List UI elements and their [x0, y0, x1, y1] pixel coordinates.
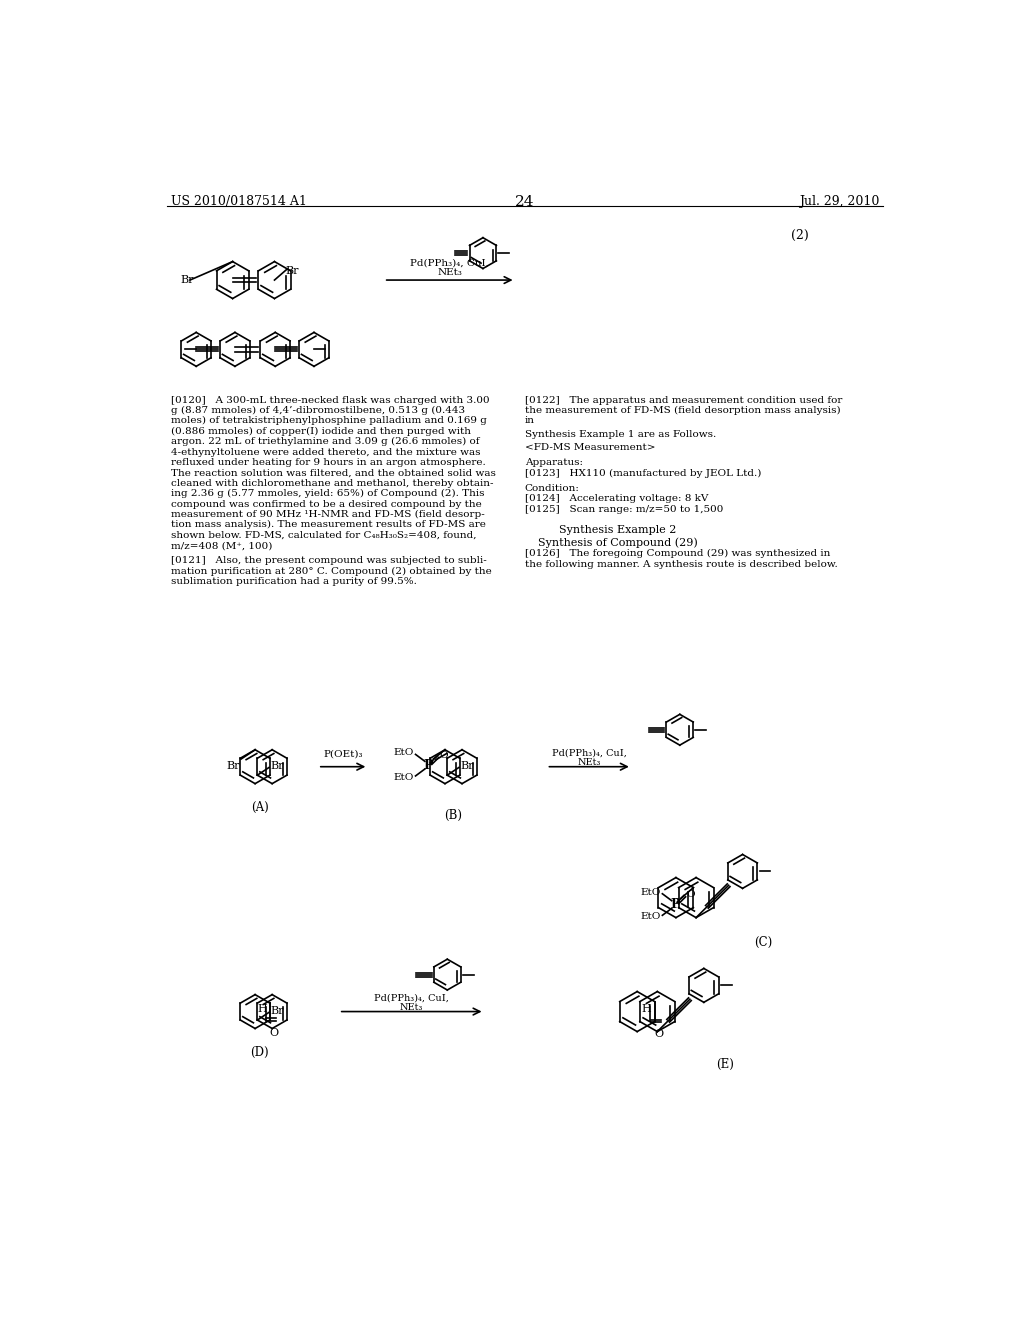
- Text: (C): (C): [755, 936, 773, 949]
- Text: NEt₃: NEt₃: [578, 758, 601, 767]
- Text: Br: Br: [180, 275, 194, 285]
- Text: (0.886 mmoles) of copper(I) iodide and then purged with: (0.886 mmoles) of copper(I) iodide and t…: [171, 426, 471, 436]
- Text: H: H: [642, 1005, 651, 1014]
- Text: in: in: [524, 416, 535, 425]
- Text: cleaned with dichloromethane and methanol, thereby obtain-: cleaned with dichloromethane and methano…: [171, 479, 494, 487]
- Text: Br: Br: [461, 760, 474, 771]
- Text: O: O: [269, 1028, 279, 1038]
- Text: ing 2.36 g (5.77 mmoles, yield: 65%) of Compound (2). This: ing 2.36 g (5.77 mmoles, yield: 65%) of …: [171, 490, 484, 498]
- Text: O: O: [654, 1030, 664, 1039]
- Text: [0123]   HX110 (manufactured by JEOL Ltd.): [0123] HX110 (manufactured by JEOL Ltd.): [524, 469, 761, 478]
- Text: Synthesis of Compound (29): Synthesis of Compound (29): [538, 537, 697, 548]
- Text: P: P: [670, 898, 680, 911]
- Text: Pd(PPh₃)₄, CuI,: Pd(PPh₃)₄, CuI,: [411, 259, 489, 268]
- Text: EtO: EtO: [640, 888, 660, 896]
- Text: Br: Br: [226, 760, 240, 771]
- Text: O: O: [686, 890, 695, 899]
- Text: NEt₃: NEt₃: [400, 1003, 423, 1011]
- Text: argon. 22 mL of triethylamine and 3.09 g (26.6 mmoles) of: argon. 22 mL of triethylamine and 3.09 g…: [171, 437, 479, 446]
- Text: Br: Br: [286, 265, 299, 276]
- Text: Br: Br: [270, 1006, 284, 1016]
- Text: (B): (B): [444, 809, 463, 822]
- Text: mation purification at 280° C. Compound (2) obtained by the: mation purification at 280° C. Compound …: [171, 566, 492, 576]
- Text: <FD-MS Measurement>: <FD-MS Measurement>: [524, 444, 655, 453]
- Text: compound was confirmed to be a desired compound by the: compound was confirmed to be a desired c…: [171, 499, 481, 508]
- Text: shown below. FD-MS, calculated for C₄₈H₃₀S₂=408, found,: shown below. FD-MS, calculated for C₄₈H₃…: [171, 531, 476, 540]
- Text: Condition:: Condition:: [524, 483, 580, 492]
- Text: the following manner. A synthesis route is described below.: the following manner. A synthesis route …: [524, 560, 838, 569]
- Text: The reaction solution was filtered, and the obtained solid was: The reaction solution was filtered, and …: [171, 469, 496, 478]
- Text: (2): (2): [791, 230, 808, 243]
- Text: 4-ethynyltoluene were added thereto, and the mixture was: 4-ethynyltoluene were added thereto, and…: [171, 447, 480, 457]
- Text: moles) of tetrakistriphenylphosphine palladium and 0.169 g: moles) of tetrakistriphenylphosphine pal…: [171, 416, 486, 425]
- Text: EtO: EtO: [393, 748, 414, 758]
- Text: [0122]   The apparatus and measurement condition used for: [0122] The apparatus and measurement con…: [524, 396, 842, 404]
- Text: sublimation purification had a purity of 99.5%.: sublimation purification had a purity of…: [171, 577, 417, 586]
- Text: EtO: EtO: [393, 774, 414, 781]
- Text: (A): (A): [251, 801, 268, 814]
- Text: refluxed under heating for 9 hours in an argon atmosphere.: refluxed under heating for 9 hours in an…: [171, 458, 485, 467]
- Text: Synthesis Example 1 are as Follows.: Synthesis Example 1 are as Follows.: [524, 430, 716, 438]
- Text: O: O: [439, 751, 449, 759]
- Text: [0120]   A 300-mL three-necked flask was charged with 3.00: [0120] A 300-mL three-necked flask was c…: [171, 396, 489, 404]
- Text: [0121]   Also, the present compound was subjected to subli-: [0121] Also, the present compound was su…: [171, 556, 486, 565]
- Text: Pd(PPh₃)₄, CuI,: Pd(PPh₃)₄, CuI,: [552, 748, 627, 758]
- Text: P: P: [423, 759, 433, 772]
- Text: Pd(PPh₃)₄, CuI,: Pd(PPh₃)₄, CuI,: [374, 994, 450, 1002]
- Text: tion mass analysis). The measurement results of FD-MS are: tion mass analysis). The measurement res…: [171, 520, 485, 529]
- Text: g (8.87 mmoles) of 4,4’-dibromostilbene, 0.513 g (0.443: g (8.87 mmoles) of 4,4’-dibromostilbene,…: [171, 407, 465, 414]
- Text: measurement of 90 MHz ¹H-NMR and FD-MS (field desorp-: measurement of 90 MHz ¹H-NMR and FD-MS (…: [171, 510, 484, 519]
- Text: [0125]   Scan range: m/z=50 to 1,500: [0125] Scan range: m/z=50 to 1,500: [524, 504, 723, 513]
- Text: Synthesis Example 2: Synthesis Example 2: [559, 525, 677, 536]
- Text: (D): (D): [251, 1047, 269, 1059]
- Text: [0126]   The foregoing Compound (29) was synthesized in: [0126] The foregoing Compound (29) was s…: [524, 549, 830, 558]
- Text: Br: Br: [270, 760, 284, 771]
- Text: Apparatus:: Apparatus:: [524, 458, 583, 467]
- Text: H: H: [257, 1005, 267, 1014]
- Text: (E): (E): [716, 1057, 733, 1071]
- Text: the measurement of FD-MS (field desorption mass analysis): the measurement of FD-MS (field desorpti…: [524, 407, 841, 414]
- Text: 24: 24: [515, 195, 535, 210]
- Text: P(OEt)₃: P(OEt)₃: [324, 750, 362, 759]
- Text: US 2010/0187514 A1: US 2010/0187514 A1: [171, 195, 306, 209]
- Text: Jul. 29, 2010: Jul. 29, 2010: [800, 195, 880, 209]
- Text: NEt₃: NEt₃: [437, 268, 462, 277]
- Text: m/z=408 (M⁺, 100): m/z=408 (M⁺, 100): [171, 541, 272, 550]
- Text: [0124]   Accelerating voltage: 8 kV: [0124] Accelerating voltage: 8 kV: [524, 494, 709, 503]
- Text: EtO: EtO: [640, 912, 660, 921]
